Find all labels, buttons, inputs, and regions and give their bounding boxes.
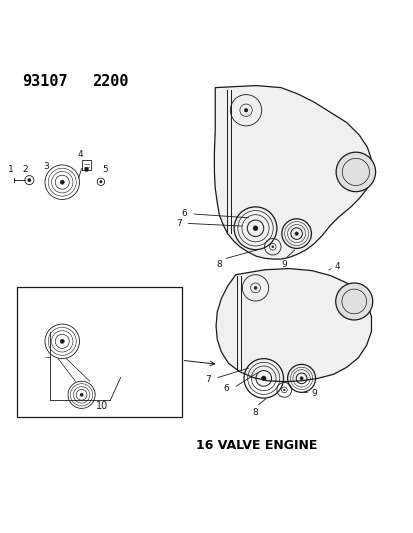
Circle shape	[335, 283, 372, 320]
Circle shape	[283, 389, 285, 391]
Circle shape	[254, 286, 256, 289]
Text: 9: 9	[281, 260, 287, 269]
Circle shape	[60, 339, 64, 343]
Circle shape	[252, 226, 257, 231]
Text: 3: 3	[43, 162, 49, 171]
Text: 7: 7	[176, 219, 181, 228]
Circle shape	[244, 108, 247, 112]
Text: 16 VALVE ENGINE: 16 VALVE ENGINE	[195, 439, 316, 451]
Circle shape	[271, 246, 273, 248]
Text: 9: 9	[311, 390, 316, 399]
Circle shape	[60, 180, 64, 184]
Circle shape	[100, 181, 102, 183]
Polygon shape	[216, 269, 370, 382]
Circle shape	[80, 393, 83, 397]
Text: 8: 8	[216, 260, 222, 269]
Polygon shape	[214, 86, 370, 259]
Text: 7: 7	[205, 375, 211, 384]
Bar	[17, 287, 181, 417]
Text: 4: 4	[77, 150, 83, 159]
Text: 93107: 93107	[22, 74, 67, 89]
Text: 10: 10	[96, 401, 108, 411]
Text: 2200: 2200	[92, 74, 128, 89]
Text: 4: 4	[334, 262, 339, 271]
Circle shape	[299, 377, 302, 380]
Circle shape	[294, 232, 298, 236]
Text: 2: 2	[22, 165, 28, 174]
Text: 6: 6	[181, 209, 187, 219]
Circle shape	[84, 167, 88, 172]
Text: 1: 1	[7, 165, 13, 174]
Text: 5: 5	[102, 165, 108, 174]
Circle shape	[261, 376, 266, 381]
Circle shape	[28, 179, 31, 182]
Circle shape	[335, 152, 375, 192]
Text: 6: 6	[223, 384, 229, 393]
Text: 8: 8	[252, 408, 258, 417]
